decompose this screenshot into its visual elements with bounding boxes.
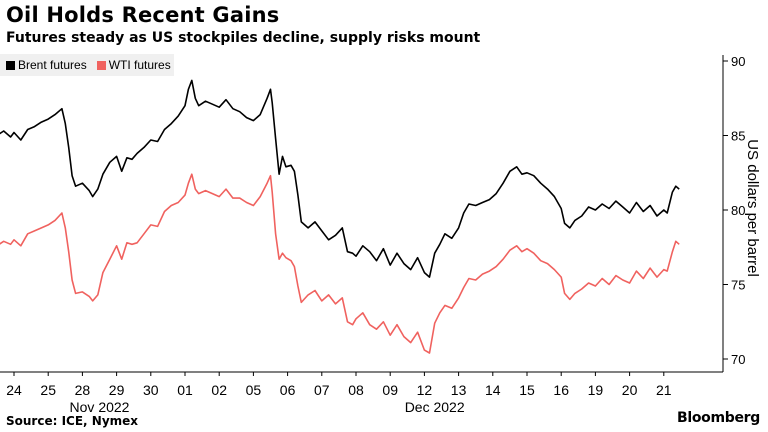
legend-item-wti: WTI futures xyxy=(96,58,171,72)
x-tick-label: 02 xyxy=(211,382,227,398)
x-axis: 24 25 28 29 30 01 02 05 06 07 08 09 12 13 14 15 16 19 20 21… xyxy=(0,371,723,415)
x-tick-label: 13 xyxy=(451,382,467,398)
x-tick-label: 20 xyxy=(622,382,638,398)
x-tick-label: 01 xyxy=(177,382,193,398)
x-group-label: Dec 2022 xyxy=(405,399,465,415)
x-tick-label: 06 xyxy=(280,382,296,398)
bloomberg-logo: Bloomberg xyxy=(676,410,760,426)
legend-swatch-wti xyxy=(96,60,106,70)
x-tick-label: 12 xyxy=(417,382,433,398)
x-tick-label: 21 xyxy=(656,382,672,398)
x-tick-label: 09 xyxy=(382,382,398,398)
series-line-brent-futures xyxy=(0,79,680,278)
series-layer xyxy=(0,79,680,354)
x-tick-label: 05 xyxy=(246,382,262,398)
x-group-label: Nov 2022 xyxy=(70,399,130,415)
y-axis: 70 75 80 85 90 xyxy=(722,54,745,372)
x-tick-label: 19 xyxy=(588,382,604,398)
chart-subtitle: Futures steady as US stockpiles decline,… xyxy=(6,30,481,46)
y-tick-label: 70 xyxy=(731,352,745,367)
y-tick-label: 80 xyxy=(731,203,745,218)
x-tick-label: 25 xyxy=(40,382,56,398)
x-tick-label: 28 xyxy=(75,382,91,398)
y-tick-label: 75 xyxy=(731,278,745,293)
chart-title: Oil Holds Recent Gains xyxy=(6,3,280,27)
y-tick-label: 85 xyxy=(731,129,745,144)
y-tick-label: 90 xyxy=(731,54,745,69)
x-tick-label: 29 xyxy=(109,382,125,398)
x-tick-label: 15 xyxy=(519,382,535,398)
legend: Brent futures WTI futures xyxy=(0,54,174,76)
x-tick-label: 16 xyxy=(553,382,569,398)
legend-swatch-brent xyxy=(6,60,15,70)
x-tick-label: 08 xyxy=(348,382,364,398)
y-axis-label: US dollars per barrel xyxy=(744,139,761,277)
legend-label-brent: Brent futures xyxy=(18,58,87,72)
x-tick-label: 14 xyxy=(485,382,501,398)
x-tick-label: 30 xyxy=(143,382,159,398)
series-line-wti-futures xyxy=(0,173,680,354)
x-tick-label: 24 xyxy=(6,382,22,398)
x-tick-label: 07 xyxy=(314,382,330,398)
legend-item-brent: Brent futures xyxy=(6,58,87,72)
source-note: Source: ICE, Nymex xyxy=(6,414,139,428)
legend-label-wti: WTI futures xyxy=(108,58,171,72)
